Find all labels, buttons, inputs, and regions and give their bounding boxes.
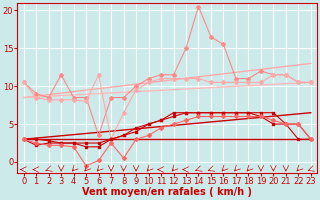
X-axis label: Vent moyen/en rafales ( km/h ): Vent moyen/en rafales ( km/h ) bbox=[82, 187, 252, 197]
